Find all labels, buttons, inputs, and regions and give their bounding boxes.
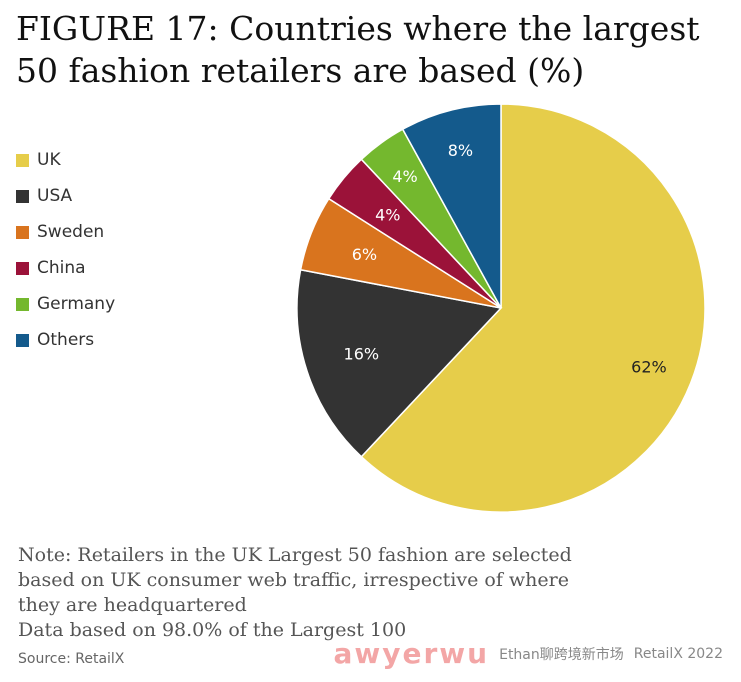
legend-label: USA (37, 186, 73, 206)
legend-swatch (16, 297, 29, 311)
data-label-germany: 4% (392, 167, 417, 186)
legend-item-uk: UK (16, 142, 115, 178)
legend-item-others: Others (16, 322, 115, 358)
legend-label: China (37, 258, 86, 278)
legend-item-germany: Germany (16, 286, 115, 322)
watermark-text: awyerwu (333, 637, 490, 670)
copyright-text: RetailX 2022 (633, 645, 723, 662)
data-label-sweden: 6% (352, 245, 377, 264)
legend-item-sweden: Sweden (16, 214, 115, 250)
legend: UK USA Sweden China Germany Others (16, 142, 115, 358)
source-credit: Source: RetailX (18, 651, 125, 667)
pie-chart: 62% 16% 6% 4% 4% 8% (296, 103, 706, 513)
watermark-sub: Ethan聊跨境新市场 (499, 646, 624, 663)
note-line-4: Data based on 98.0% of the Largest 100 (18, 619, 407, 641)
legend-label: Others (37, 330, 95, 350)
note-line-3: they are headquartered (18, 594, 247, 616)
data-label-uk: 62% (631, 358, 667, 377)
data-label-china: 4% (375, 205, 400, 224)
data-label-usa: 16% (344, 344, 380, 363)
note-line-2: based on UK consumer web traffic, irresp… (18, 569, 569, 591)
legend-swatch (16, 225, 29, 239)
legend-item-china: China (16, 250, 115, 286)
legend-swatch (16, 261, 29, 275)
legend-item-usa: USA (16, 178, 115, 214)
note-line-1: Note: Retailers in the UK Largest 50 fas… (18, 544, 572, 566)
legend-swatch (16, 189, 29, 203)
pie-slice-uk (360, 103, 706, 513)
chart-title: FIGURE 17: Countries where the largest 5… (16, 9, 700, 90)
pie-slice-others (401, 103, 502, 309)
watermark: awyerwu Ethan聊跨境新市场 RetailX 2022 (333, 637, 723, 670)
legend-label: UK (37, 150, 61, 170)
legend-swatch (16, 333, 29, 347)
data-label-others: 8% (448, 141, 473, 160)
legend-label: Sweden (37, 222, 105, 242)
pie-slice-usa (296, 268, 503, 458)
legend-swatch (16, 153, 29, 167)
note: Note: Retailers in the UK Largest 50 fas… (18, 543, 718, 643)
legend-label: Germany (37, 294, 116, 314)
